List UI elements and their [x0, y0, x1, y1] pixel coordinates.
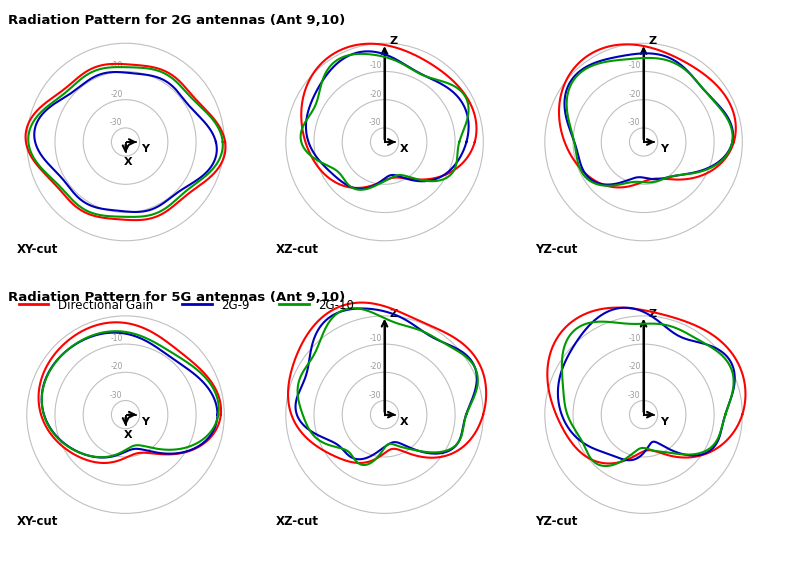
- Text: XZ-cut: XZ-cut: [276, 515, 319, 528]
- Text: -10: -10: [110, 334, 123, 343]
- Text: Y: Y: [660, 416, 668, 427]
- Text: -10: -10: [628, 61, 641, 70]
- Text: -30: -30: [110, 118, 123, 127]
- Text: YZ-cut: YZ-cut: [535, 243, 577, 256]
- Text: XY-cut: XY-cut: [17, 243, 58, 256]
- Text: X: X: [124, 429, 133, 440]
- Text: -10: -10: [110, 61, 123, 70]
- Text: -20: -20: [110, 362, 123, 371]
- Text: Y: Y: [142, 144, 150, 154]
- Text: Y: Y: [660, 144, 668, 154]
- Legend: Directional Gain, 2G-9, 2G-10: Directional Gain, 2G-9, 2G-10: [14, 294, 359, 316]
- Text: Z: Z: [390, 309, 398, 319]
- Text: -10: -10: [369, 61, 382, 70]
- Text: -20: -20: [628, 90, 641, 99]
- Text: Z: Z: [390, 36, 398, 46]
- Text: -30: -30: [628, 118, 641, 127]
- Text: -20: -20: [110, 90, 123, 99]
- Text: Y: Y: [142, 416, 150, 427]
- Text: -30: -30: [628, 391, 641, 399]
- Text: -30: -30: [369, 118, 382, 127]
- Text: Z: Z: [649, 36, 657, 46]
- Text: -30: -30: [369, 391, 382, 399]
- Text: -20: -20: [369, 362, 382, 371]
- Text: XZ-cut: XZ-cut: [276, 243, 319, 256]
- Text: Radiation Pattern for 2G antennas (Ant 9,10): Radiation Pattern for 2G antennas (Ant 9…: [8, 14, 345, 27]
- Text: -20: -20: [369, 90, 382, 99]
- Text: -10: -10: [628, 334, 641, 343]
- Text: -20: -20: [628, 362, 641, 371]
- Text: X: X: [124, 157, 133, 167]
- Text: X: X: [400, 416, 409, 427]
- Text: XY-cut: XY-cut: [17, 515, 58, 528]
- Text: Radiation Pattern for 5G antennas (Ant 9,10): Radiation Pattern for 5G antennas (Ant 9…: [8, 291, 345, 304]
- Text: -30: -30: [110, 391, 123, 399]
- Text: Z: Z: [649, 309, 657, 319]
- Text: -10: -10: [369, 334, 382, 343]
- Text: X: X: [400, 144, 409, 154]
- Text: YZ-cut: YZ-cut: [535, 515, 577, 528]
